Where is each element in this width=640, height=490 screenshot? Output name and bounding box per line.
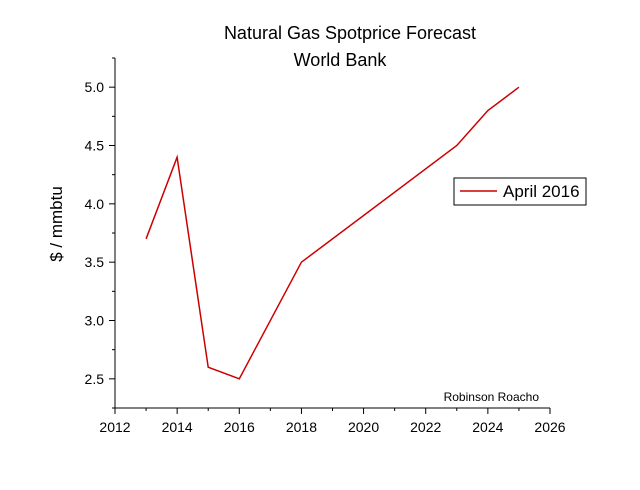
chart-title: Natural Gas Spotprice Forecast [224,23,476,43]
y-tick-label: 4.5 [85,138,105,154]
x-tick-label: 2026 [534,419,565,435]
x-tick-label: 2018 [286,419,317,435]
x-tick-label: 2024 [472,419,503,435]
series-line [145,86,520,380]
series-layer [145,86,520,380]
axes [114,58,550,409]
credit-annotation: Robinson Roacho [444,390,540,404]
y-tick-label: 2.5 [85,371,105,387]
x-tick-label: 2022 [410,419,441,435]
legend: April 2016 [453,177,587,206]
x-tick-label: 2012 [99,419,130,435]
x-tick-label: 2016 [224,419,255,435]
y-tick-label: 3.0 [85,313,105,329]
y-axis-ticks: 2.5 3.0 3.5 4.0 4.5 5.0 [85,57,115,409]
y-tick-label: 4.0 [85,196,105,212]
legend-label: April 2016 [503,182,580,201]
y-tick-label: 3.5 [85,254,105,270]
y-axis-label: $ / mmbtu [47,186,66,262]
x-axis-ticks: 2012 2014 2016 2018 2020 2022 2024 2026 [99,408,566,435]
chart-subtitle: World Bank [294,50,388,70]
y-tick-label: 5.0 [85,79,105,95]
x-tick-label: 2020 [348,419,379,435]
x-tick-label: 2014 [162,419,193,435]
